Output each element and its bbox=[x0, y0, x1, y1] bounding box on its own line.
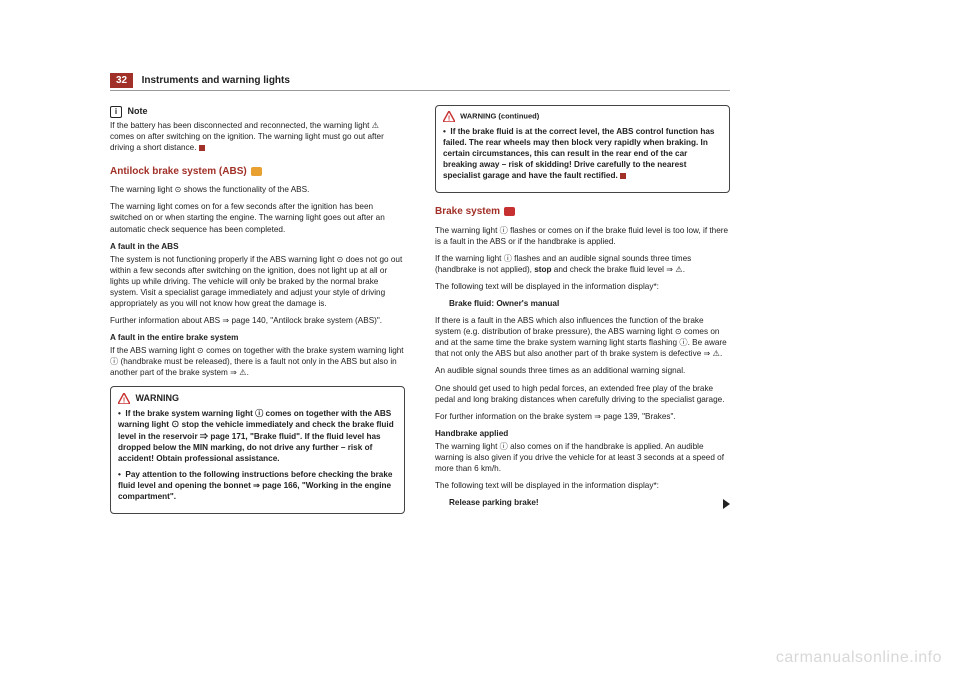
note-label: Note bbox=[128, 106, 148, 116]
columns: i Note If the battery has been disconnec… bbox=[110, 105, 730, 514]
section-abs-title: Antilock brake system (ABS) bbox=[110, 165, 405, 179]
subhead-fault-abs: A fault in the ABS bbox=[110, 241, 405, 252]
warning-item: • Pay attention to the following instruc… bbox=[118, 469, 397, 502]
warning-box: ! WARNING • If the brake system warning … bbox=[110, 386, 405, 514]
warning-item: • If the brake system warning light ⓘ co… bbox=[118, 408, 397, 463]
display-text: Brake fluid: Owner's manual bbox=[449, 298, 730, 309]
paragraph: If the warning light ⓘ flashes and an au… bbox=[435, 253, 730, 275]
page-number: 32 bbox=[110, 73, 133, 88]
section-end-icon bbox=[199, 145, 205, 151]
svg-text:!: ! bbox=[123, 398, 125, 405]
paragraph: The warning light comes on for a few sec… bbox=[110, 201, 405, 234]
brake-indicator-icon bbox=[504, 207, 515, 216]
left-column: i Note If the battery has been disconnec… bbox=[110, 105, 405, 514]
warning-heading: ! WARNING bbox=[118, 392, 397, 404]
paragraph: An audible signal sounds three times as … bbox=[435, 365, 730, 376]
paragraph: If there is a fault in the ABS which als… bbox=[435, 315, 730, 359]
page-header: 32 Instruments and warning lights bbox=[110, 70, 730, 91]
subhead-handbrake: Handbrake applied bbox=[435, 428, 730, 439]
paragraph: For further information on the brake sys… bbox=[435, 411, 730, 422]
note-body: If the battery has been disconnected and… bbox=[110, 120, 405, 153]
section-end-icon bbox=[620, 173, 626, 179]
paragraph: The warning light ⓘ flashes or comes on … bbox=[435, 225, 730, 247]
paragraph: The system is not functioning properly i… bbox=[110, 254, 405, 309]
header-title: Instruments and warning lights bbox=[142, 75, 290, 86]
watermark: carmanualsonline.info bbox=[776, 649, 942, 667]
right-column: ! WARNING (continued) • If the brake flu… bbox=[435, 105, 730, 514]
info-icon: i bbox=[110, 106, 122, 118]
paragraph: The following text will be displayed in … bbox=[435, 480, 730, 491]
paragraph: Further information about ABS ⇒ page 140… bbox=[110, 315, 405, 326]
warning-continued-heading: ! WARNING (continued) bbox=[443, 111, 722, 122]
warning-item: • If the brake fluid is at the correct l… bbox=[443, 126, 722, 181]
paragraph: One should get used to high pedal forces… bbox=[435, 383, 730, 405]
paragraph: If the ABS warning light ⊙ comes on toge… bbox=[110, 345, 405, 378]
manual-page: 32 Instruments and warning lights i Note… bbox=[0, 0, 790, 534]
warning-triangle-icon: ! bbox=[118, 393, 130, 404]
warning-box-continued: ! WARNING (continued) • If the brake flu… bbox=[435, 105, 730, 193]
subhead-fault-brake: A fault in the entire brake system bbox=[110, 332, 405, 343]
warning-triangle-icon: ! bbox=[443, 111, 455, 122]
paragraph: The following text will be displayed in … bbox=[435, 281, 730, 292]
section-brake-title: Brake system bbox=[435, 205, 730, 219]
paragraph: The warning light ⊙ shows the functional… bbox=[110, 184, 405, 195]
svg-text:!: ! bbox=[448, 116, 450, 123]
abs-indicator-icon bbox=[251, 167, 262, 176]
display-text: Release parking brake! bbox=[449, 497, 730, 508]
note-heading: i Note bbox=[110, 105, 405, 118]
continue-arrow-icon bbox=[723, 499, 730, 509]
paragraph: The warning light ⓘ also comes on if the… bbox=[435, 441, 730, 474]
